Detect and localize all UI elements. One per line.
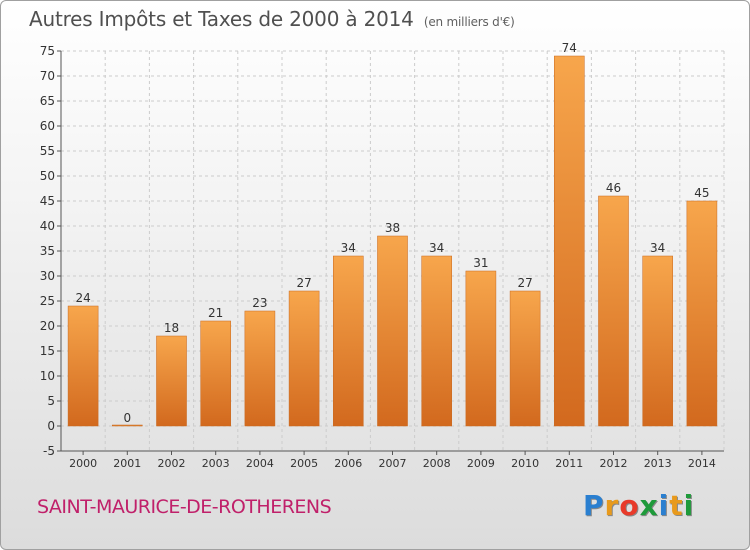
bar-2004 <box>244 310 276 427</box>
x-tick-label-2008: 2008 <box>423 457 451 470</box>
bar-2000 <box>67 305 99 427</box>
data-labels: 24 0 18 21 23 27 34 38 34 31 27 74 46 34 45 <box>75 41 709 425</box>
data-label-2008: 34 <box>429 241 444 255</box>
data-label-2001: 0 <box>123 411 131 425</box>
x-tick-label-2013: 2013 <box>644 457 672 470</box>
data-label-2010: 27 <box>517 276 532 290</box>
data-label-2003: 21 <box>208 306 223 320</box>
data-label-2005: 27 <box>296 276 311 290</box>
bars <box>67 55 718 427</box>
y-tick-label: 45 <box>40 194 55 208</box>
proxiti-logo[interactable]: Proxiti <box>583 489 694 522</box>
logo-letter: i <box>658 489 670 522</box>
bar-2012 <box>598 195 629 427</box>
y-tick-label: 40 <box>40 219 55 233</box>
y-tick-label: 10 <box>40 369 55 383</box>
y-tick-label: 75 <box>40 44 55 58</box>
chart-title: Autres Impôts et Taxes de 2000 à 2014 (e… <box>29 7 515 31</box>
logo-letter: P <box>583 489 605 522</box>
chart-unit: (en milliers d'€) <box>423 15 515 29</box>
bar-2008 <box>421 255 452 427</box>
bar-2006 <box>333 255 364 427</box>
logo-letter: r <box>604 489 620 522</box>
logo-letter: i <box>683 489 695 522</box>
bar-2011 <box>554 55 585 427</box>
logo-letter: t <box>669 489 684 522</box>
axes: -5 0 5 10 15 20 25 30 35 40 45 50 55 60 65 70 75 2000 2001… <box>40 44 724 470</box>
y-tick-label: 55 <box>40 144 55 158</box>
y-tick-label: 5 <box>47 394 55 408</box>
y-tick-label: 65 <box>40 94 55 108</box>
x-tick-label-2012: 2012 <box>600 457 628 470</box>
data-label-2006: 34 <box>341 241 356 255</box>
bar-2002 <box>156 335 187 427</box>
x-tick-label-2005: 2005 <box>290 457 318 470</box>
x-tick-label-2000: 2000 <box>69 457 97 470</box>
y-tick-label: 15 <box>40 344 55 358</box>
data-label-2012: 46 <box>606 181 621 195</box>
y-tick-label: 30 <box>40 269 55 283</box>
bar-2009 <box>465 270 497 427</box>
x-tick-label-2002: 2002 <box>158 457 186 470</box>
x-tick-label-2009: 2009 <box>467 457 495 470</box>
x-tick-label-2001: 2001 <box>113 457 141 470</box>
x-tick-label-2007: 2007 <box>379 457 407 470</box>
data-label-2007: 38 <box>385 221 400 235</box>
x-tick-label-2004: 2004 <box>246 457 274 470</box>
data-label-2000: 24 <box>75 291 90 305</box>
x-tick-label-2010: 2010 <box>511 457 539 470</box>
data-label-2014: 45 <box>694 186 709 200</box>
data-label-2002: 18 <box>164 321 179 335</box>
logo-letter: o <box>619 489 640 522</box>
data-label-2013: 34 <box>650 241 665 255</box>
logo-letter: x <box>639 489 659 522</box>
bar-2007 <box>377 235 408 427</box>
y-tick-label: 0 <box>47 419 55 433</box>
bar-2013 <box>642 255 673 427</box>
y-tick-label: 50 <box>40 169 55 183</box>
y-tick-label: 70 <box>40 69 55 83</box>
y-tick-label: -5 <box>43 444 55 458</box>
data-label-2011: 74 <box>562 41 577 55</box>
x-tick-label-2006: 2006 <box>334 457 362 470</box>
bar-2010 <box>509 290 541 427</box>
y-tick-label: 35 <box>40 244 55 258</box>
x-tick-label-2014: 2014 <box>688 457 716 470</box>
data-label-2004: 23 <box>252 296 267 310</box>
chart-title-text: Autres Impôts et Taxes de 2000 à 2014 <box>29 7 414 31</box>
bar-2014 <box>686 200 718 427</box>
bar-2005 <box>288 290 320 427</box>
commune-name: SAINT-MAURICE-DE-ROTHERENS <box>37 496 332 518</box>
x-tick-label-2003: 2003 <box>202 457 230 470</box>
y-tick-label: 25 <box>40 294 55 308</box>
y-tick-label: 60 <box>40 119 55 133</box>
bar-2003 <box>200 320 231 427</box>
data-label-2009: 31 <box>473 256 488 270</box>
x-tick-label-2011: 2011 <box>555 457 583 470</box>
y-tick-label: 20 <box>40 319 55 333</box>
bar-2001 <box>112 424 143 427</box>
